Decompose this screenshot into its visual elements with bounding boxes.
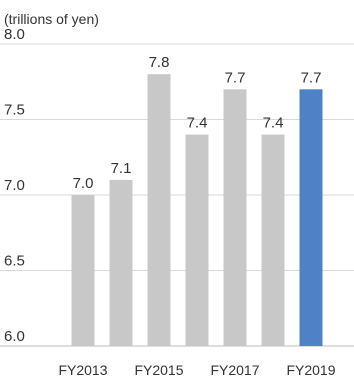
x-axis-labels: FY2013 FY2015 FY2017 FY2019 [58,362,335,378]
y-tick-label: 8.0 [4,26,25,43]
x-tick-label: FY2013 [58,362,107,378]
bars [71,74,323,347]
data-label: 7.4 [187,115,208,132]
data-label: 7.7 [225,69,246,86]
bar-fy2015 [147,74,171,346]
y-tick-label: 7.5 [4,102,25,119]
y-tick-label: 6.5 [4,253,25,270]
data-label: 7.4 [263,115,284,132]
bar-fy2016 [185,134,209,346]
data-label: 7.1 [111,160,132,177]
bar-fy2017 [223,89,247,347]
data-label: 7.8 [149,54,170,71]
bar-fy2013 [71,195,95,346]
bar-fy2014 [109,179,133,346]
y-tick-label: 6.0 [4,328,25,345]
data-label: 7.7 [301,69,322,86]
bar-fy2019 [299,89,323,347]
y-unit-label: (trillions of yen) [4,11,99,27]
gridlines [0,43,354,347]
y-axis-tick-labels: 6.0 6.5 7.0 7.5 8.0 [4,26,25,345]
x-tick-label: FY2015 [134,362,183,378]
data-labels: 7.0 7.1 7.8 7.4 7.7 7.4 7.7 [73,54,322,192]
data-label: 7.0 [73,175,94,192]
x-tick-label: FY2019 [286,362,335,378]
y-tick-label: 7.0 [4,177,25,194]
x-tick-label: FY2017 [210,362,259,378]
bar-fy2018 [261,134,285,346]
